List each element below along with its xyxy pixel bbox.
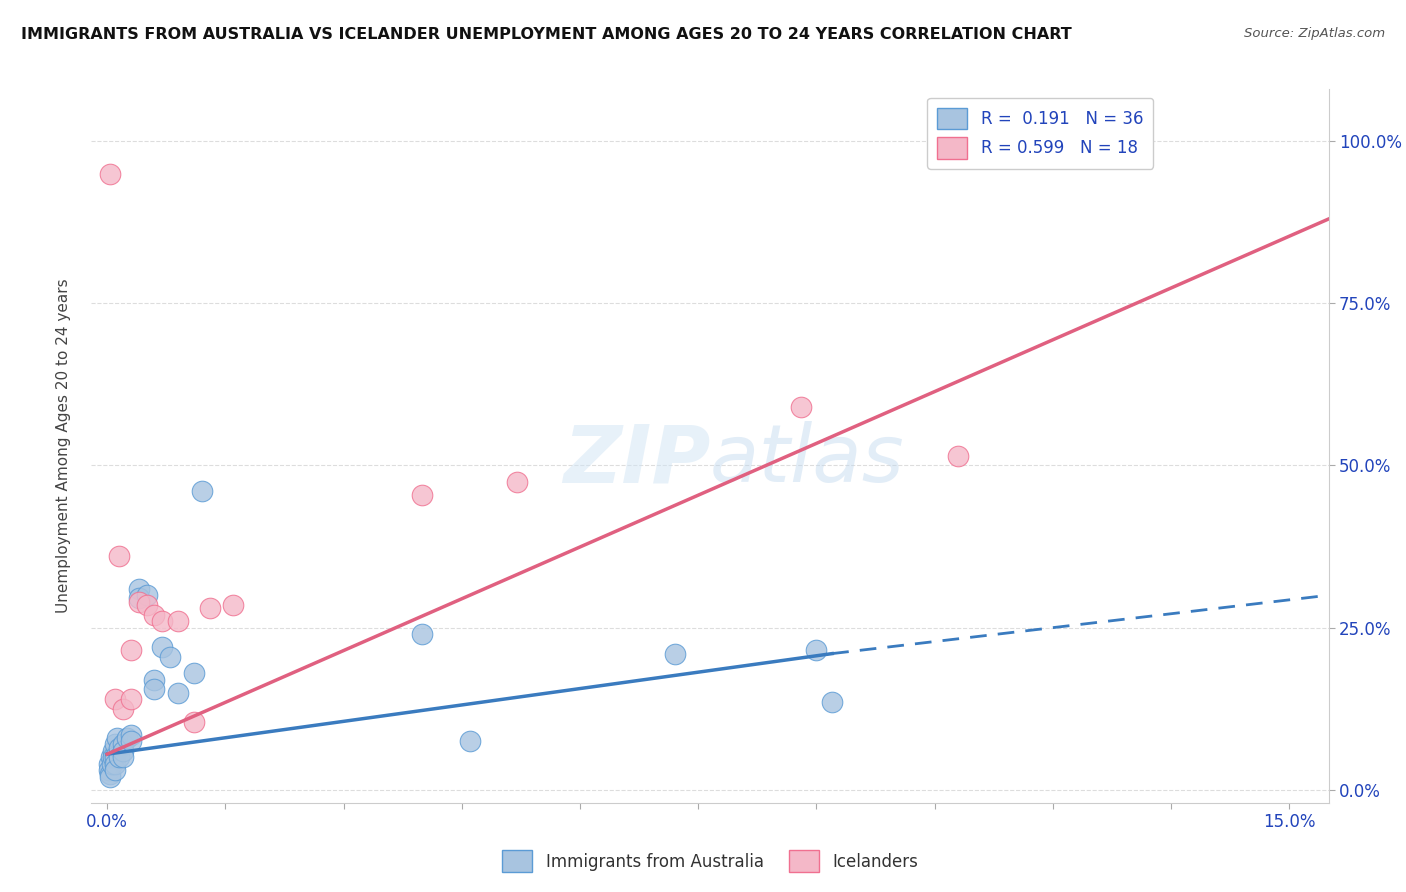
Point <box>135 588 157 602</box>
Point <box>150 614 173 628</box>
Point <box>104 692 127 706</box>
Point <box>111 738 134 752</box>
Point <box>104 764 127 778</box>
Point <box>821 695 844 709</box>
Point <box>150 640 173 654</box>
Point <box>104 756 127 771</box>
Point <box>806 643 828 657</box>
Point <box>115 731 138 745</box>
Point <box>111 702 134 716</box>
Point <box>108 549 131 564</box>
Point <box>98 167 121 181</box>
Point <box>104 738 127 752</box>
Text: IMMIGRANTS FROM AUSTRALIA VS ICELANDER UNEMPLOYMENT AMONG AGES 20 TO 24 YEARS CO: IMMIGRANTS FROM AUSTRALIA VS ICELANDER U… <box>21 27 1071 42</box>
Point <box>128 595 150 609</box>
Point <box>108 740 131 755</box>
Point <box>100 750 122 764</box>
Point <box>167 614 190 628</box>
Point <box>98 766 121 780</box>
Point <box>198 601 221 615</box>
Point <box>458 734 481 748</box>
Y-axis label: Unemployment Among Ages 20 to 24 years: Unemployment Among Ages 20 to 24 years <box>56 278 70 614</box>
Point <box>101 744 124 758</box>
Point <box>111 744 134 758</box>
Point <box>104 750 127 764</box>
Text: atlas: atlas <box>710 421 905 500</box>
Point <box>506 475 529 489</box>
Point <box>143 673 166 687</box>
Point <box>411 488 433 502</box>
Point <box>128 591 150 606</box>
Point <box>120 734 142 748</box>
Point <box>111 750 134 764</box>
Point <box>97 764 120 778</box>
Point <box>948 449 970 463</box>
Text: Source: ZipAtlas.com: Source: ZipAtlas.com <box>1244 27 1385 40</box>
Point <box>120 692 142 706</box>
Point <box>128 582 150 596</box>
Point <box>183 714 205 729</box>
Legend: Immigrants from Australia, Icelanders: Immigrants from Australia, Icelanders <box>494 842 927 880</box>
Point <box>167 685 190 699</box>
Point <box>120 643 142 657</box>
Point <box>222 598 245 612</box>
Point <box>101 756 124 771</box>
Text: ZIP: ZIP <box>562 421 710 500</box>
Point <box>789 400 811 414</box>
Point <box>411 627 433 641</box>
Point <box>97 756 120 771</box>
Point <box>143 682 166 697</box>
Point <box>108 750 131 764</box>
Point <box>183 666 205 681</box>
Point <box>143 607 166 622</box>
Point <box>159 649 181 664</box>
Point <box>98 770 121 784</box>
Point <box>105 731 128 745</box>
Point <box>103 750 125 764</box>
Point <box>135 598 157 612</box>
Point <box>120 728 142 742</box>
Point <box>664 647 686 661</box>
Point <box>190 484 212 499</box>
